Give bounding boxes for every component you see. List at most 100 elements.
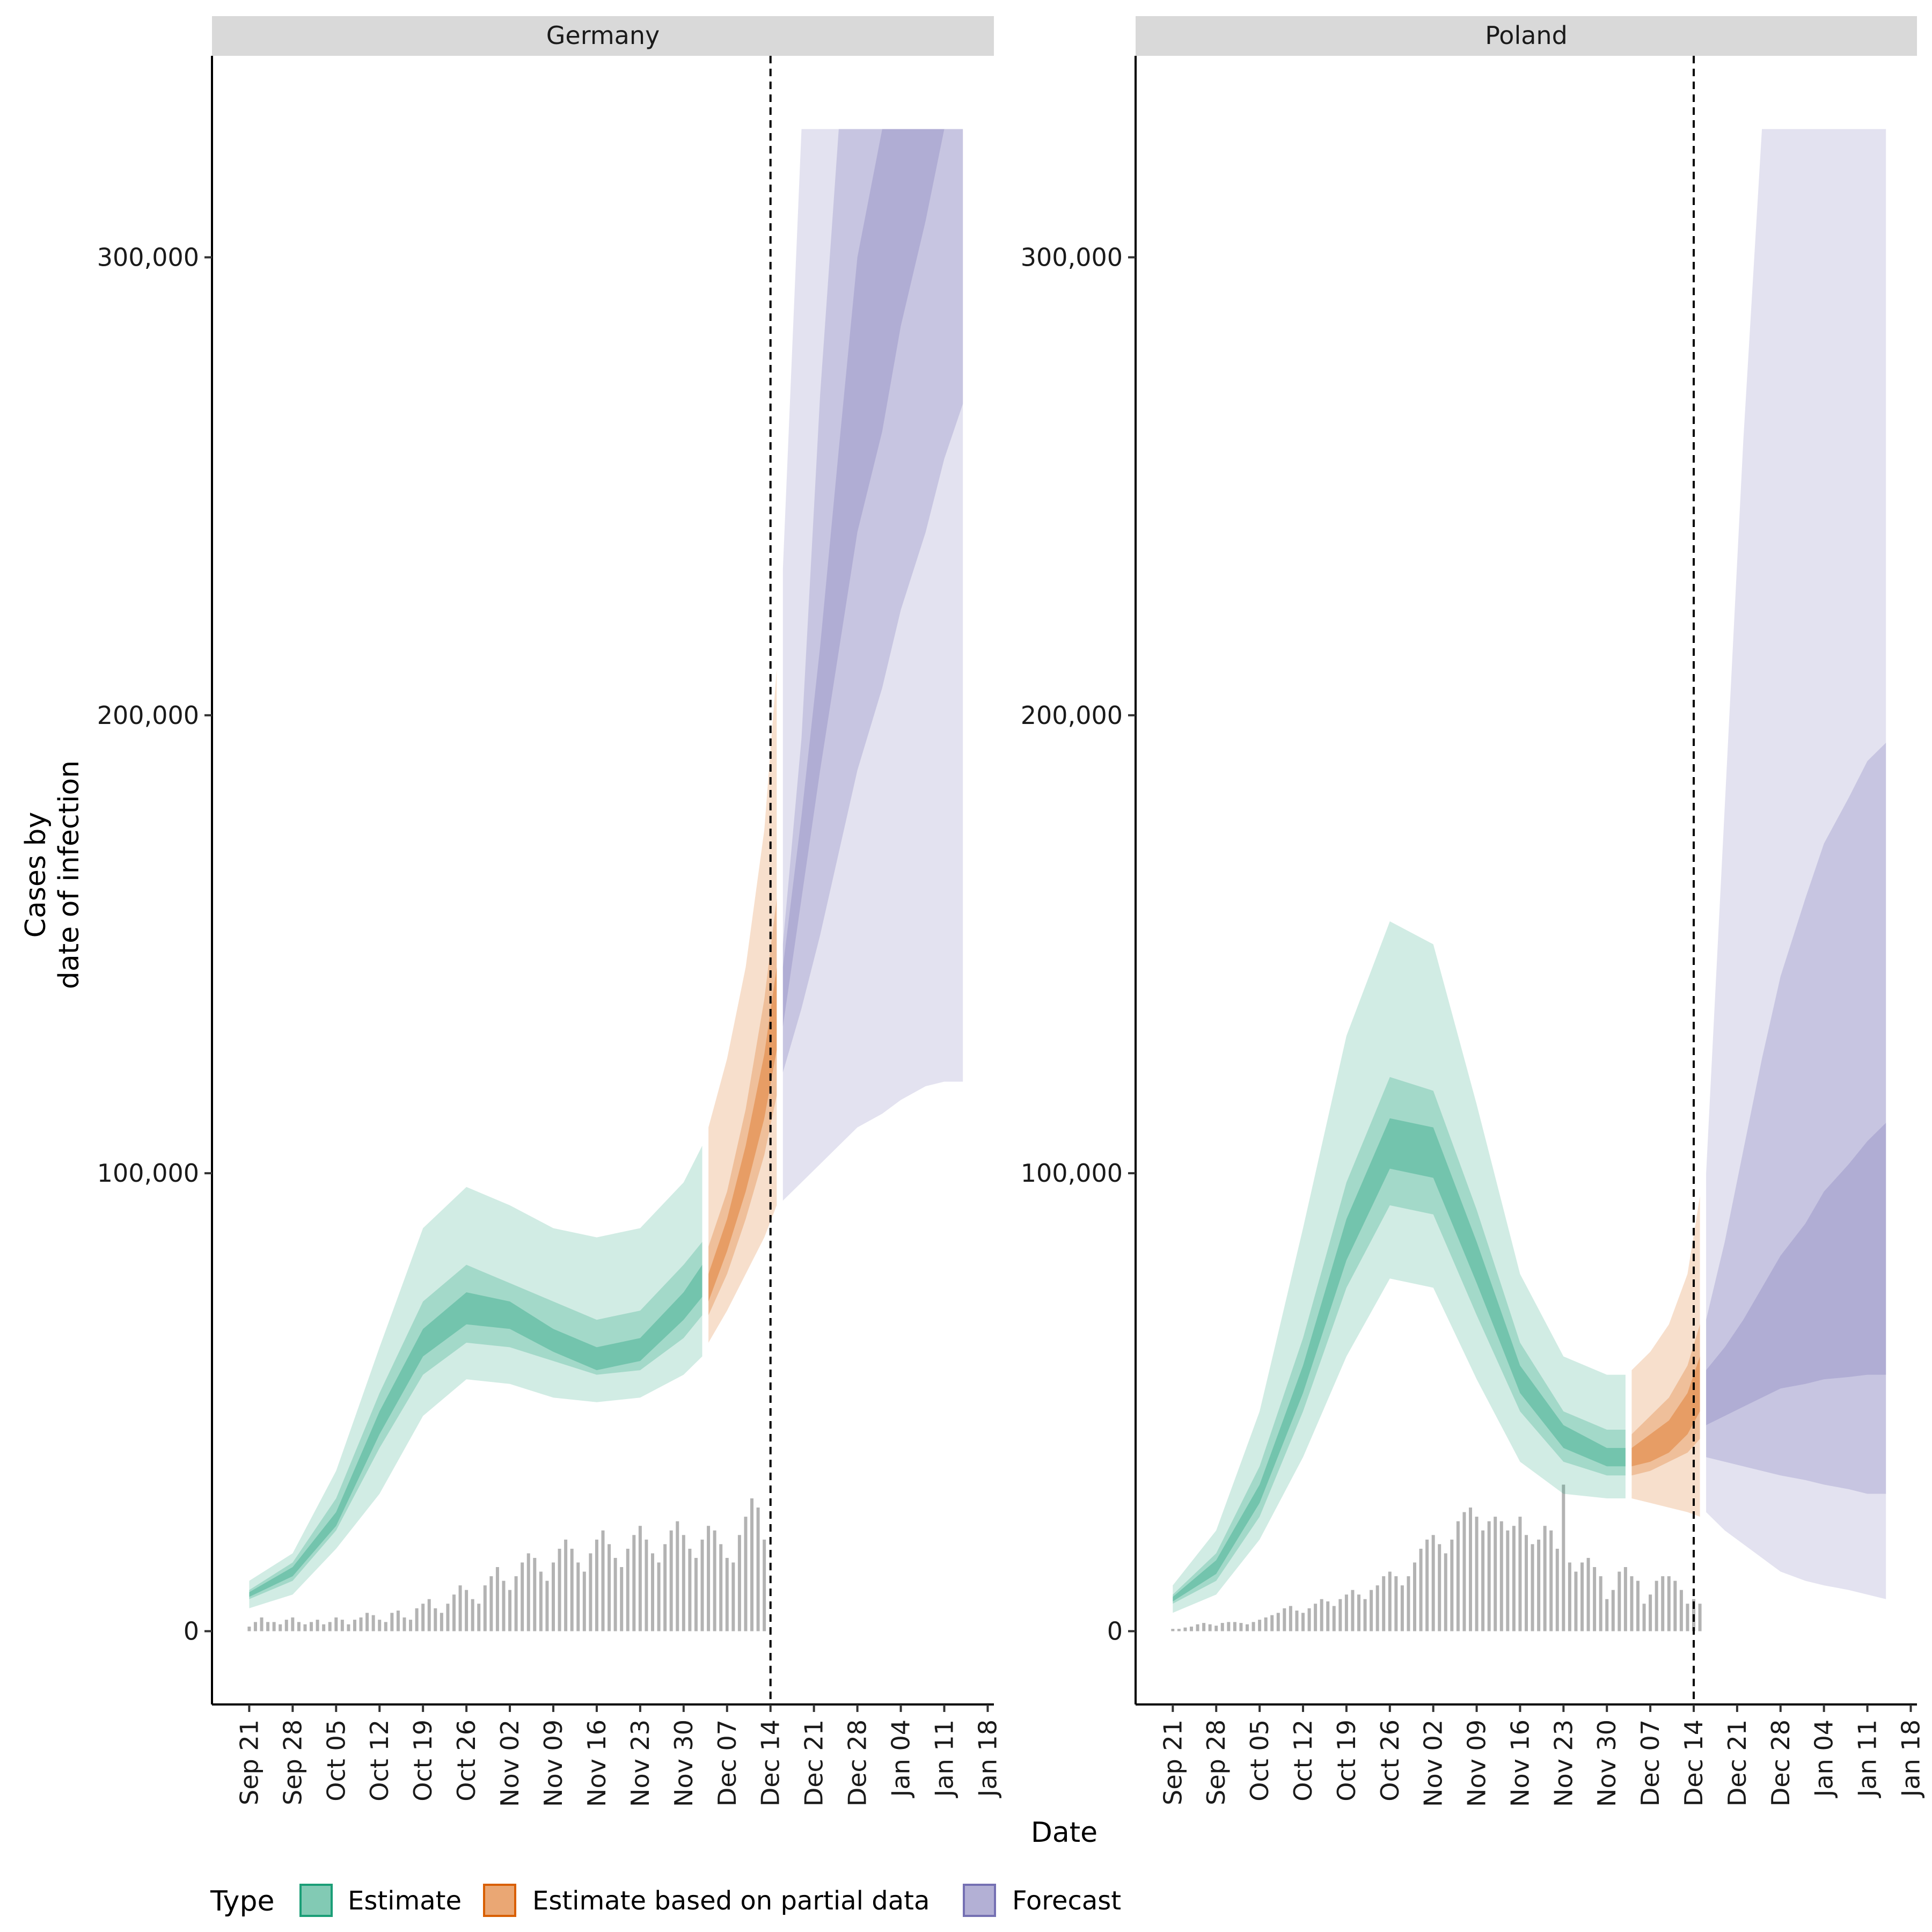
reported-bar — [446, 1604, 450, 1631]
reported-bar — [1679, 1590, 1683, 1631]
reported-bar — [1481, 1530, 1485, 1631]
reported-bar — [1400, 1585, 1404, 1631]
panel-poland: Poland 0 100,000 200,000 300,000 Sep 21 Sep 28… — [1021, 16, 1925, 1807]
reported-bar — [1537, 1539, 1541, 1631]
reported-bar — [297, 1622, 301, 1631]
x-tick-label: Nov 30 — [1592, 1719, 1621, 1807]
x-tick-label: Sep 21 — [235, 1719, 264, 1805]
reported-bar — [1580, 1562, 1584, 1631]
x-tick-label: Jan 04 — [887, 1719, 916, 1798]
x-tick-label: Nov 09 — [1462, 1719, 1491, 1807]
partial-ribbon-poland — [1631, 1196, 1700, 1517]
reported-bar — [1258, 1620, 1262, 1631]
reported-bar — [1661, 1576, 1665, 1631]
x-tick-label: Oct 19 — [1332, 1719, 1361, 1802]
y-tick-label: 200,000 — [1021, 701, 1123, 730]
reported-bar — [371, 1615, 375, 1631]
x-tick-label: Nov 09 — [539, 1719, 568, 1807]
reported-bar — [688, 1548, 692, 1631]
reported-bar — [707, 1526, 711, 1631]
reported-bar — [1599, 1576, 1602, 1631]
reported-bar — [601, 1530, 605, 1631]
reported-bar — [750, 1498, 754, 1631]
x-tick-label: Nov 02 — [495, 1719, 524, 1807]
y-tick-label: 200,000 — [97, 701, 199, 730]
x-tick-label: Oct 19 — [408, 1719, 437, 1802]
reported-bar — [1196, 1624, 1199, 1631]
reported-bar — [545, 1580, 549, 1631]
reported-bar — [763, 1539, 766, 1631]
reported-bar — [1394, 1576, 1398, 1631]
reported-bar — [1344, 1594, 1348, 1631]
x-tick-label: Jan 04 — [1810, 1719, 1839, 1798]
partial-ribbon-band-50 — [708, 898, 777, 1315]
x-tick-label: Sep 28 — [1202, 1719, 1231, 1805]
reported-bar — [608, 1544, 611, 1631]
reported-bar — [558, 1548, 561, 1631]
reported-bar — [1239, 1623, 1243, 1631]
reported-bar — [1636, 1580, 1640, 1631]
reported-bar — [1419, 1548, 1423, 1631]
panel-title-poland: Poland — [1485, 21, 1568, 50]
reported-bar — [1320, 1599, 1323, 1631]
reported-bar — [1586, 1557, 1590, 1631]
reported-bar — [1338, 1599, 1342, 1631]
reported-bar — [1469, 1507, 1472, 1631]
reported-bar — [1525, 1535, 1528, 1631]
reported-bar — [1295, 1611, 1299, 1631]
reported-bar — [676, 1521, 679, 1631]
reported-bar — [440, 1613, 443, 1631]
reported-bar — [1246, 1624, 1249, 1631]
reported-bar — [1289, 1606, 1292, 1631]
reported-bar — [378, 1620, 382, 1631]
reported-bar — [1183, 1627, 1187, 1631]
reported-bar — [452, 1594, 456, 1631]
x-tick-label: Oct 05 — [1245, 1719, 1274, 1802]
y-tick-label: 0 — [184, 1616, 199, 1645]
reported-bar — [1283, 1608, 1286, 1631]
partial-ribbon-band-50 — [1631, 1324, 1700, 1476]
reported-bar — [359, 1617, 363, 1631]
reported-bars-poland — [1171, 1484, 1702, 1631]
reported-bar — [1593, 1567, 1597, 1631]
reported-bar — [1623, 1567, 1627, 1631]
x-tick-label: Nov 30 — [669, 1719, 698, 1807]
x-tick-label: Oct 12 — [1289, 1719, 1318, 1802]
reported-bar — [713, 1530, 716, 1631]
reported-bar — [1171, 1629, 1175, 1631]
reported-bar — [495, 1567, 499, 1631]
legend-label-partial: Estimate based on partial data — [532, 1886, 930, 1916]
reported-bar — [576, 1562, 580, 1631]
reported-bar — [1314, 1604, 1318, 1631]
legend-label-estimate: Estimate — [348, 1886, 462, 1916]
reported-bars-germany — [247, 1498, 766, 1631]
reported-bar — [657, 1562, 661, 1631]
y-tick-label: 100,000 — [97, 1159, 199, 1188]
x-tick-label: Dec 14 — [1679, 1719, 1708, 1806]
reported-bar — [1214, 1626, 1218, 1631]
reported-bar — [694, 1557, 698, 1631]
partial-ribbon-band-90 — [1631, 1196, 1700, 1517]
reported-bar — [595, 1539, 598, 1631]
reported-bar — [1438, 1544, 1441, 1631]
reported-bar — [1332, 1606, 1336, 1631]
reported-bar — [1531, 1544, 1534, 1631]
x-tick-label: Sep 28 — [278, 1719, 307, 1805]
reported-bar — [489, 1576, 493, 1631]
reported-bar — [1270, 1615, 1274, 1631]
reported-bar — [551, 1562, 555, 1631]
reported-bar — [1494, 1517, 1497, 1631]
reported-bar — [1655, 1580, 1658, 1631]
reported-bar — [521, 1562, 524, 1631]
reported-bar — [1388, 1571, 1392, 1631]
reported-bar — [502, 1580, 506, 1631]
reported-bar — [564, 1539, 568, 1631]
reported-bar — [1382, 1576, 1386, 1631]
x-tick-label: Dec 28 — [843, 1719, 872, 1806]
y-tick-label: 300,000 — [1021, 243, 1123, 272]
reported-bar — [1326, 1601, 1330, 1631]
reported-bar — [1431, 1535, 1435, 1631]
reported-bar — [651, 1553, 655, 1631]
reported-bar — [465, 1590, 469, 1631]
